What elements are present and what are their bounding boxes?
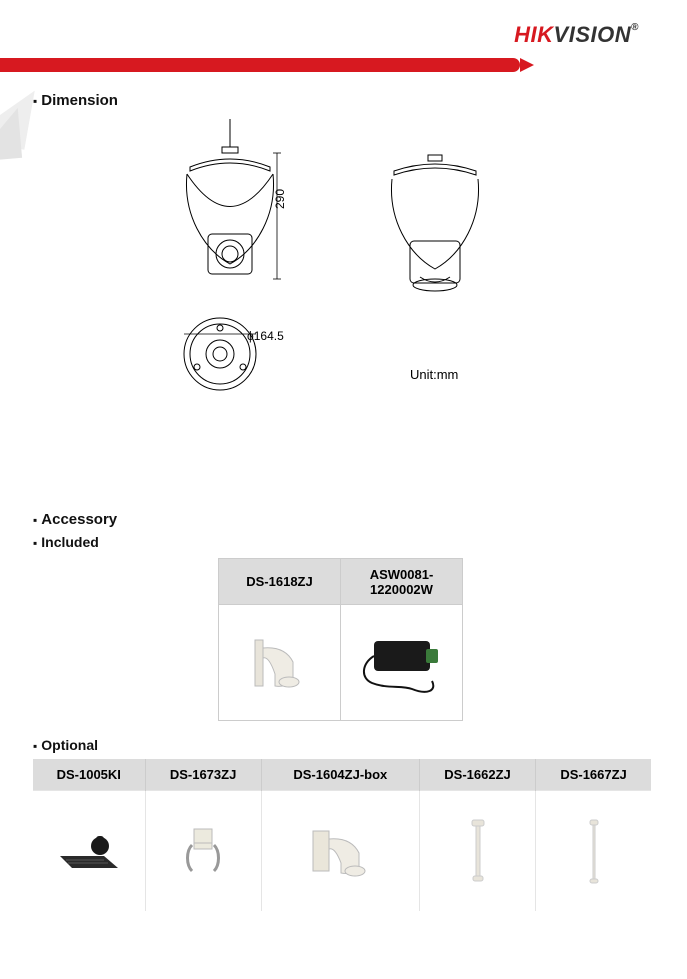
table-row: DS-1005KI DS-1673ZJ DS-1604ZJ-box DS-166…	[33, 759, 651, 791]
dimension-diameter-label: ϕ164.5	[247, 329, 284, 343]
included-header-0: DS-1618ZJ	[219, 559, 341, 605]
optional-cell-4	[536, 791, 651, 911]
pole-mount-icon	[178, 821, 228, 881]
included-table: DS-1618ZJ ASW0081-1220002W	[218, 558, 463, 721]
header-red-band	[0, 58, 520, 72]
keyboard-controller-icon	[54, 826, 124, 876]
dimension-bottom-view	[180, 314, 260, 394]
optional-cell-3	[419, 791, 535, 911]
optional-header-1: DS-1673ZJ	[145, 759, 261, 791]
brand-suffix: VISION	[554, 22, 632, 47]
dimension-front-view	[175, 119, 285, 284]
included-header-1: ASW0081-1220002W	[341, 559, 463, 605]
page-header: HIKVISION®	[0, 0, 687, 80]
included-cell-bracket	[219, 605, 341, 721]
wall-bracket-icon	[245, 628, 315, 698]
optional-header-4: DS-1667ZJ	[536, 759, 651, 791]
dimension-diagrams: 290 ϕ164.5 Unit:mm	[0, 119, 687, 409]
optional-header-0: DS-1005KI	[33, 759, 145, 791]
optional-heading: Optional	[33, 737, 687, 753]
wall-bracket-box-icon	[305, 821, 375, 881]
optional-header-2: DS-1604ZJ-box	[261, 759, 419, 791]
table-row	[33, 791, 651, 911]
header-red-band-cap	[520, 58, 534, 72]
optional-header-3: DS-1662ZJ	[419, 759, 535, 791]
brand-reg: ®	[631, 22, 639, 33]
included-heading: Included	[33, 534, 687, 550]
pendant-mount-icon	[468, 816, 488, 886]
dimension-side-view	[380, 149, 490, 299]
included-cell-psu	[341, 605, 463, 721]
optional-cell-2	[261, 791, 419, 911]
dimension-unit-label: Unit:mm	[410, 367, 458, 382]
table-row: DS-1618ZJ ASW0081-1220002W	[219, 559, 463, 605]
pendant-mount-long-icon	[584, 816, 604, 886]
brand-logo: HIKVISION®	[514, 22, 639, 48]
optional-table: DS-1005KI DS-1673ZJ DS-1604ZJ-box DS-166…	[33, 759, 651, 911]
optional-cell-0	[33, 791, 145, 911]
optional-cell-1	[145, 791, 261, 911]
dimension-height-label: 290	[273, 189, 287, 209]
power-adapter-icon	[352, 623, 452, 703]
brand-prefix: HIK	[514, 22, 553, 47]
accessory-heading: Accessory	[33, 511, 687, 528]
table-row	[219, 605, 463, 721]
dimension-heading: Dimension	[33, 92, 687, 109]
